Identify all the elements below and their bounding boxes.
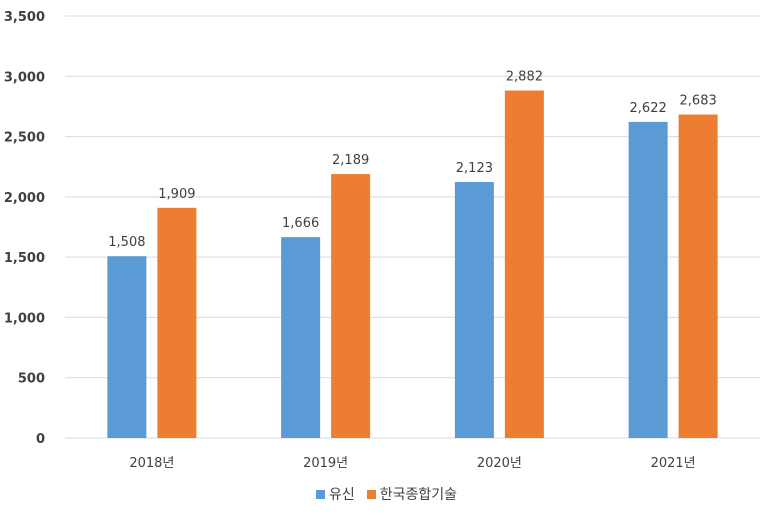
data-label: 2,882 [506, 70, 543, 85]
legend-swatch-series-1 [366, 489, 376, 499]
data-label: 2,189 [332, 153, 369, 168]
bar-series-1 [678, 114, 718, 438]
legend: 유신 한국종합기술 [0, 484, 773, 504]
data-label: 1,508 [108, 235, 145, 250]
y-tick-label: 1,500 [4, 251, 45, 266]
data-label: 2,622 [630, 101, 667, 116]
data-label: 2,683 [680, 94, 717, 109]
x-axis: 2018년 2019년 2020년 2021년 [129, 456, 695, 471]
x-tick-label: 2018년 [129, 456, 174, 471]
bar-chart: 0 500 1,000 1,500 2,000 2,500 3,000 3,500 1,508… [4, 10, 760, 471]
bar-series-0 [454, 182, 494, 438]
legend-item-series-1: 한국종합기술 [366, 484, 458, 504]
bar-series-1 [504, 90, 544, 438]
legend-swatch-series-0 [315, 489, 325, 499]
x-tick-label: 2021년 [651, 456, 696, 471]
legend-label-series-1: 한국종합기술 [379, 487, 458, 503]
data-label: 1,909 [158, 187, 195, 202]
x-tick-label: 2019년 [303, 456, 348, 471]
y-tick-label: 2,000 [4, 191, 45, 206]
y-tick-label: 500 [18, 372, 45, 387]
data-label: 1,666 [282, 216, 319, 231]
x-tick-label: 2020년 [477, 456, 522, 471]
data-labels: 1,508 1,909 1,666 2,189 2,123 2,882 2,622 2,683 [108, 70, 716, 251]
bar-series-1 [331, 174, 371, 438]
legend-item-series-0: 유신 [315, 484, 355, 504]
bar-series-0 [281, 237, 321, 438]
bars [107, 90, 718, 438]
bar-series-0 [628, 121, 668, 438]
y-tick-label: 1,000 [4, 311, 45, 326]
y-axis: 0 500 1,000 1,500 2,000 2,500 3,000 3,500 [4, 10, 45, 447]
y-tick-label: 2,500 [4, 131, 45, 146]
legend-label-series-0: 유신 [328, 487, 355, 503]
y-tick-label: 3,500 [4, 10, 45, 25]
y-tick-label: 3,000 [4, 70, 45, 85]
bar-series-0 [107, 256, 147, 438]
data-label: 2,123 [456, 161, 493, 176]
bar-series-1 [157, 207, 197, 438]
y-tick-label: 0 [36, 432, 45, 447]
